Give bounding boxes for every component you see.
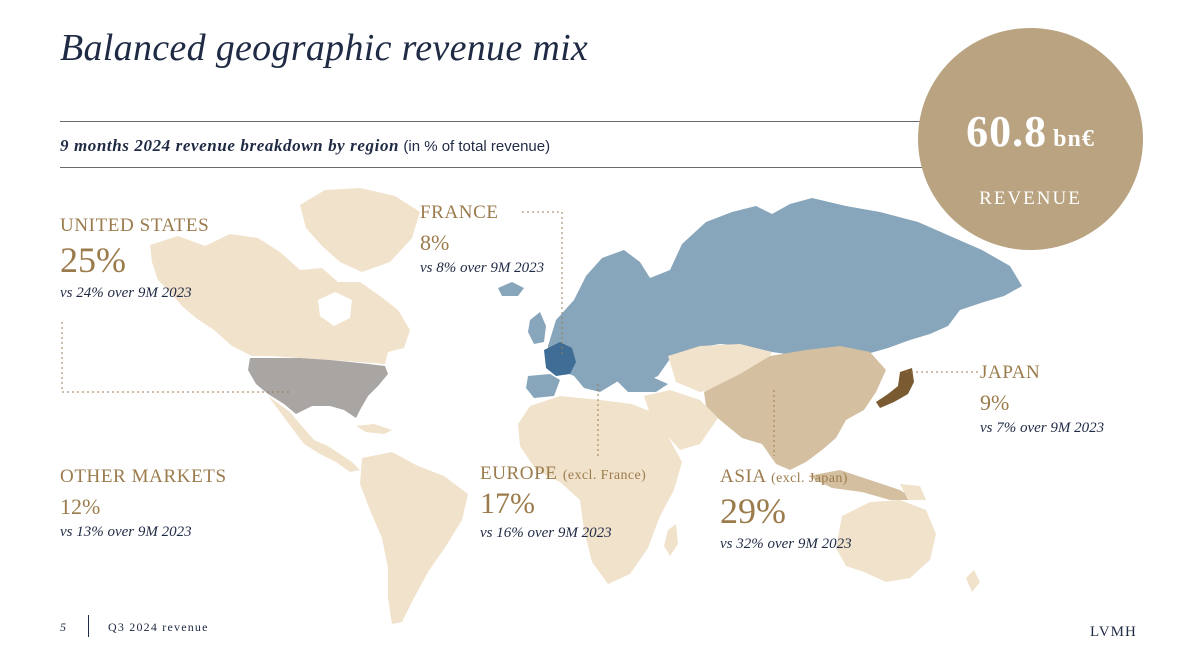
- leader-line-france: [522, 211, 563, 354]
- region-percentage: 12%: [60, 494, 101, 519]
- region-name: JAPAN: [980, 362, 1041, 383]
- map-hudson-bay: [318, 292, 352, 326]
- region-comparison: vs 13% over 9M 2023: [60, 524, 192, 540]
- map-new-zealand: [966, 570, 980, 592]
- map-caribbean: [356, 424, 392, 434]
- map-australia: [836, 500, 936, 582]
- map-middle-east: [644, 390, 718, 450]
- region-name: FRANCE: [420, 202, 499, 223]
- map-united-states: [248, 358, 388, 418]
- region-comparison: vs 24% over 9M 2023: [60, 285, 192, 301]
- region-percentage: 25%: [60, 240, 126, 280]
- map-turkey: [616, 376, 668, 392]
- region-france: FRANCE 8% vs 8% over 9M 2023: [420, 202, 544, 277]
- region-japan: JAPAN 9% vs 7% over 9M 2023: [980, 362, 1104, 437]
- region-percentage: 8%: [420, 230, 450, 255]
- slide-title: Balanced geographic revenue mix: [60, 27, 589, 69]
- region-qualifier: (excl. France): [562, 468, 647, 483]
- region-comparison: vs 8% over 9M 2023: [420, 260, 545, 276]
- region-name: OTHER MARKETS: [60, 466, 227, 487]
- region-united-states: UNITED STATES 25% vs 24% over 9M 2023: [60, 215, 209, 302]
- region-percentage: 17%: [480, 487, 535, 520]
- revenue-value: 60.8 bn€: [918, 106, 1143, 157]
- page-number: 5: [60, 620, 66, 634]
- region-name: UNITED STATES: [60, 215, 210, 236]
- slide-subtitle: 9 months 2024 revenue breakdown by regio…: [60, 136, 550, 156]
- map-japan: [876, 368, 914, 408]
- footer-divider: [88, 615, 89, 637]
- region-comparison: vs 16% over 9M 2023: [480, 525, 612, 541]
- map-uk-ireland: [528, 312, 546, 344]
- subtitle-note: (in % of total revenue): [403, 138, 551, 155]
- region-europe: EUROPE (excl. France) 17% vs 16% over 9M…: [480, 463, 646, 542]
- map-iberia: [526, 374, 560, 398]
- map-iceland: [498, 282, 524, 296]
- region-percentage: 9%: [980, 390, 1010, 415]
- map-north-america-north: [150, 234, 410, 364]
- map-southeast-asia-islands: [808, 470, 916, 500]
- bottom-divider: [60, 167, 940, 168]
- region-name: ASIA: [720, 466, 766, 487]
- footer-text: Q3 2024 revenue: [108, 620, 209, 634]
- map-papua-new-guinea: [900, 484, 926, 500]
- region-other-markets: OTHER MARKETS 12% vs 13% over 9M 2023: [60, 466, 227, 541]
- revenue-unit: bn€: [1053, 126, 1095, 152]
- map-europe-russia: [548, 198, 1022, 392]
- region-name: EUROPE: [480, 463, 558, 484]
- revenue-amount: 60.8: [966, 107, 1048, 156]
- lvmh-logo: LVMH: [1090, 624, 1137, 640]
- leader-line-united-states: [61, 322, 292, 393]
- map-france: [544, 342, 576, 376]
- region-name-row: EUROPE (excl. France): [480, 463, 646, 485]
- region-asia: ASIA (excl. Japan) 29% vs 32% over 9M 20…: [720, 466, 852, 553]
- subtitle-main: 9 months 2024 revenue breakdown by regio…: [60, 136, 400, 155]
- region-comparison: vs 7% over 9M 2023: [980, 420, 1105, 436]
- region-comparison: vs 32% over 9M 2023: [720, 536, 852, 552]
- map-greenland: [300, 188, 420, 272]
- map-south-america: [360, 452, 468, 624]
- map-madagascar: [664, 524, 678, 556]
- leader-lines: [61, 211, 978, 456]
- map-asia: [704, 346, 886, 470]
- region-percentage: 29%: [720, 491, 786, 531]
- region-qualifier: (excl. Japan): [771, 471, 848, 486]
- top-divider: [60, 121, 940, 122]
- revenue-label: REVENUE: [979, 188, 1082, 209]
- map-mexico-central-america: [268, 396, 360, 472]
- revenue-badge: 60.8 bn€ REVENUE: [918, 28, 1143, 250]
- map-africa: [518, 396, 682, 584]
- region-name-row: ASIA (excl. Japan): [720, 466, 852, 488]
